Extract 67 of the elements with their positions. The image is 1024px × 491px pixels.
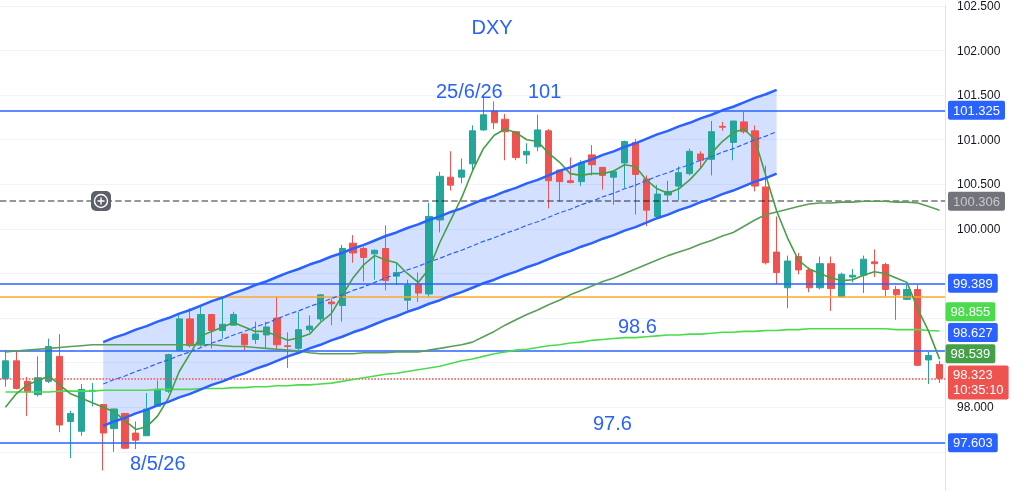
candlestick [654,184,661,219]
candlestick [925,351,932,385]
line-series [4,200,941,355]
candlestick [328,297,335,326]
candlestick [382,224,389,291]
candlestick [415,272,422,303]
annotation: 101 [528,80,562,102]
candlestick [512,130,520,161]
ref-line-label: 99.389 [953,275,993,291]
candlestick [610,169,617,206]
candlestick [67,410,74,459]
candlestick [252,321,259,345]
candlestick [545,128,552,209]
y-tick-label: 100.000 [957,221,1001,236]
candlestick [176,313,183,351]
candlestick [447,150,454,192]
candlestick [762,165,769,266]
candlestick [871,248,878,278]
candlestick [523,142,530,165]
y-tick-label: 98.000 [957,400,995,415]
candlestick [273,296,281,351]
candlestick [100,404,107,471]
ref-line-label: 97.603 [953,435,993,451]
candlestick [469,124,476,171]
annotation: 97.6 [593,412,632,434]
candlestick [132,420,139,450]
candlestick [78,383,85,437]
candlestick [643,174,650,227]
candlestick [241,333,248,351]
candlestick [458,157,465,184]
candlestick [675,165,682,201]
y-tick-label: 102.500 [957,0,1001,13]
candlestick [306,314,313,333]
candlestick [165,353,172,394]
y-tick-label: 102.000 [957,43,1001,58]
annotation: 98.6 [618,315,657,337]
data-label: 98.855 [950,304,991,320]
candlestick [730,120,737,161]
candlestick [773,215,780,285]
line-series [4,128,941,431]
y-tick-label: 101.000 [957,132,1001,147]
candlestick [849,268,856,283]
text: DXY [471,16,513,38]
ref-line-label: 100.306 [953,193,1000,209]
ref-line-label: 98.323 10:35:10 [953,367,1004,398]
annotation: 8/5/26 [130,452,186,474]
candlestick [860,255,867,294]
ref-line-label: 98.627 [953,324,993,340]
candlestick [567,157,574,184]
candlestick [371,248,378,281]
annotation: 25/6/26 [436,80,503,102]
y-tick-label: 100.500 [957,177,1001,192]
ref-line-label: 101.325 [953,102,1000,118]
candlestick [186,307,194,348]
candlestick [501,113,509,161]
candlestick [284,331,291,369]
candlestick [893,285,900,321]
candlestick [208,313,215,349]
candlestick [719,121,726,132]
candlestick [697,150,704,169]
candlestick [436,171,444,233]
candlestick [360,246,367,282]
y-tick-label: 101.500 [957,88,1001,103]
data-label: 98.539 [950,346,991,362]
candlestick [686,148,693,176]
candlestick [784,255,791,309]
candlestick [491,100,498,130]
